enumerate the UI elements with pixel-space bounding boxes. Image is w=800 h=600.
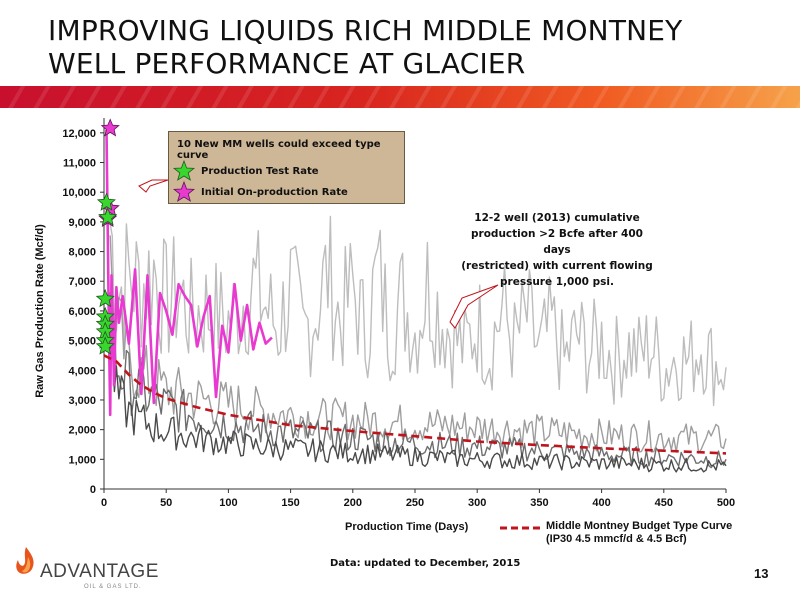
- well-series-line: [109, 340, 727, 473]
- green-star-icon: [173, 160, 195, 181]
- x-tick-label: 0: [101, 497, 107, 509]
- chart-axes: 0 1,000 2,000 3,000 4,000 5,000 6,000 7,000 8,00…: [62, 118, 735, 509]
- production-test-star: [96, 192, 116, 211]
- type-curve-label: Middle Montney Budget Type Curve: [546, 520, 733, 532]
- y-tick-label: 2,000: [68, 425, 96, 437]
- logo-text: ADVANTAGE: [40, 561, 159, 582]
- chart-markers: [95, 118, 120, 355]
- chart-series: [103, 129, 727, 473]
- well-annotation: 12-2 well (2013) cumulative production >…: [458, 210, 656, 290]
- x-tick-label: 250: [406, 497, 424, 509]
- data-footnote: Data: updated to December, 2015: [330, 558, 521, 569]
- magenta-star-icon: [173, 181, 195, 202]
- y-tick-label: 6,000: [68, 306, 96, 318]
- y-tick-label: 1,000: [68, 454, 96, 466]
- y-tick-label: 7,000: [68, 276, 96, 288]
- y-axis-label: Raw Gas Production Rate (Mcf/d): [34, 224, 46, 398]
- chart-arrows: [138, 179, 499, 329]
- legend-label-production-test: Production Test Rate: [201, 165, 319, 177]
- page-title: IMPROVING LIQUIDS RICH MIDDLE MONTNEY WE…: [48, 14, 683, 80]
- y-tick-label: 9,000: [68, 217, 96, 229]
- x-tick-label: 150: [281, 497, 299, 509]
- legend-label-initial-on-production: Initial On-production Rate: [201, 186, 348, 198]
- logo-subtext: OIL & GAS LTD.: [84, 584, 142, 590]
- legend-item-production-test: Production Test Rate: [173, 160, 319, 182]
- y-tick-label: 11,000: [63, 158, 96, 170]
- legend-callout-arrow: [138, 179, 169, 193]
- y-tick-label: 8,000: [68, 247, 96, 259]
- y-tick-label: 5,000: [68, 336, 96, 348]
- header-banner-texture: [0, 86, 800, 108]
- initial-rate-series-line: [105, 129, 273, 417]
- initial-rate-star: [100, 118, 120, 137]
- x-tick-label: 50: [160, 497, 172, 509]
- x-tick-label: 300: [468, 497, 486, 509]
- x-tick-label: 200: [344, 497, 362, 509]
- y-tick-label: 4,000: [68, 365, 96, 377]
- well-series-line: [109, 235, 727, 454]
- type-curve-sublabel: (IP30 4.5 mmcf/d & 4.5 Bcf): [546, 533, 687, 545]
- x-tick-label: 100: [219, 497, 237, 509]
- annotation-line: production >2 Bcfe after 400 days: [471, 228, 643, 256]
- y-tick-label: 12,000: [62, 128, 96, 140]
- annotation-callout-arrow: [449, 284, 499, 329]
- legend-box: 10 New MM wells could exceed type curve …: [168, 131, 405, 204]
- flame-icon: [16, 547, 34, 574]
- x-tick-label: 400: [592, 497, 610, 509]
- x-tick-label: 350: [530, 497, 548, 509]
- y-tick-label: 3,000: [68, 395, 96, 407]
- type-curve-line: [103, 354, 727, 455]
- annotation-line: (restricted) with current flowing: [461, 260, 653, 272]
- dashed-line-icon: [500, 526, 544, 530]
- header-banner: [0, 86, 800, 108]
- production-test-star: [95, 288, 115, 308]
- page-number: 13: [754, 566, 769, 581]
- x-tick-label: 450: [655, 497, 673, 509]
- type-curve-legend: Middle Montney Budget Type Curve (IP30 4…: [498, 520, 732, 546]
- company-logo: ADVANTAGE OIL & GAS LTD.: [6, 543, 159, 598]
- production-test-star: [98, 207, 118, 226]
- production-test-star: [95, 336, 115, 355]
- annotation-line: pressure 1,000 psi.: [500, 276, 614, 288]
- x-axis-label: Production Time (Days): [345, 521, 469, 533]
- x-tick-label: 500: [717, 497, 735, 509]
- legend-item-initial-on-production: Initial On-production Rate: [173, 181, 348, 203]
- annotation-line: 12-2 well (2013) cumulative: [474, 212, 640, 224]
- y-tick-label: 0: [90, 484, 96, 496]
- y-tick-label: 10,000: [62, 187, 96, 199]
- legend-title: 10 New MM wells could exceed type curve: [177, 139, 381, 161]
